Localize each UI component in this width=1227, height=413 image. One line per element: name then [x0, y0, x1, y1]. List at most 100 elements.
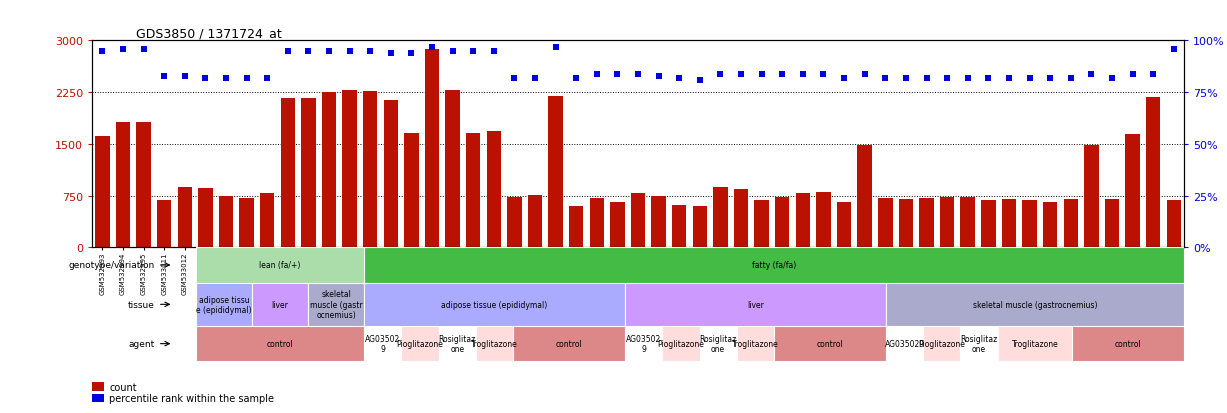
Bar	[384, 100, 398, 248]
Text: Pioglitazone: Pioglitazone	[396, 339, 443, 348]
Point	[113, 46, 133, 53]
Text: skeletal muscle (gastrocnemius): skeletal muscle (gastrocnemius)	[973, 300, 1097, 309]
Point	[525, 75, 545, 82]
Bar	[919, 199, 934, 248]
Point	[834, 75, 854, 82]
Point	[855, 71, 875, 78]
FancyBboxPatch shape	[699, 326, 736, 361]
Point	[710, 71, 730, 78]
FancyBboxPatch shape	[308, 283, 364, 326]
Text: control: control	[266, 339, 293, 348]
Text: percentile rank within the sample: percentile rank within the sample	[109, 393, 274, 403]
Bar	[301, 99, 315, 248]
Bar	[1167, 201, 1180, 248]
Text: AG035029: AG035029	[885, 339, 925, 348]
Point	[978, 75, 998, 82]
Bar	[879, 199, 892, 248]
Text: genotype/variation: genotype/variation	[69, 261, 155, 270]
Text: Rosiglitaz
one: Rosiglitaz one	[438, 334, 476, 354]
Bar	[940, 197, 955, 248]
Text: Rosiglitaz
one: Rosiglitaz one	[961, 334, 998, 354]
Point	[649, 73, 669, 80]
Point	[464, 48, 483, 55]
Text: count: count	[109, 382, 137, 392]
Bar	[982, 200, 995, 248]
Bar	[92, 394, 104, 402]
Bar	[755, 201, 769, 248]
Bar	[672, 205, 686, 248]
Point	[896, 75, 915, 82]
Bar	[1146, 98, 1161, 248]
Bar	[425, 50, 439, 248]
Point	[1020, 75, 1039, 82]
Text: fatty (fa/fa): fatty (fa/fa)	[752, 261, 796, 270]
Point	[298, 48, 318, 55]
Text: Pioglitazone: Pioglitazone	[918, 339, 966, 348]
Text: Pioglitazone: Pioglitazone	[658, 339, 704, 348]
Bar	[92, 382, 104, 391]
FancyBboxPatch shape	[196, 326, 364, 361]
Point	[279, 48, 298, 55]
Bar	[281, 99, 294, 248]
Bar	[260, 193, 275, 248]
Text: liver: liver	[271, 300, 288, 309]
Bar	[445, 91, 460, 248]
Text: tissue: tissue	[128, 300, 155, 309]
Text: liver: liver	[747, 300, 764, 309]
Point	[793, 71, 812, 78]
Text: Rosiglitaz
one: Rosiglitaz one	[699, 334, 736, 354]
Text: skeletal
muscle (gastr
ocnemius): skeletal muscle (gastr ocnemius)	[309, 290, 362, 319]
Bar	[569, 206, 583, 248]
Point	[443, 48, 463, 55]
FancyBboxPatch shape	[401, 326, 438, 361]
Bar	[528, 195, 542, 248]
Point	[1061, 75, 1081, 82]
FancyBboxPatch shape	[196, 283, 253, 326]
Point	[1164, 46, 1184, 53]
Text: agent: agent	[129, 339, 155, 348]
Point	[195, 75, 215, 82]
Bar	[898, 199, 913, 248]
Bar	[1064, 199, 1079, 248]
Point	[319, 48, 339, 55]
Bar	[692, 206, 707, 248]
Bar	[115, 123, 130, 248]
Text: control: control	[817, 339, 843, 348]
Point	[546, 44, 566, 51]
Text: AG03502
9: AG03502 9	[626, 334, 661, 354]
Bar	[1125, 134, 1140, 248]
Bar	[157, 201, 172, 248]
Bar	[136, 123, 151, 248]
Bar	[178, 187, 191, 248]
Point	[567, 75, 587, 82]
FancyBboxPatch shape	[476, 326, 513, 361]
FancyBboxPatch shape	[961, 326, 998, 361]
Bar	[837, 202, 852, 248]
FancyBboxPatch shape	[923, 326, 961, 361]
Bar	[548, 96, 563, 248]
Bar	[590, 198, 604, 248]
Bar	[775, 197, 789, 248]
Bar	[734, 190, 748, 248]
Bar	[610, 202, 625, 248]
Point	[380, 50, 400, 57]
FancyBboxPatch shape	[663, 326, 699, 361]
Bar	[652, 196, 666, 248]
Bar	[858, 145, 872, 248]
Point	[258, 75, 277, 82]
Text: GDS3850 / 1371724_at: GDS3850 / 1371724_at	[136, 27, 281, 40]
Point	[999, 75, 1018, 82]
FancyBboxPatch shape	[886, 283, 1184, 326]
Point	[1123, 71, 1142, 78]
Point	[216, 75, 236, 82]
Bar	[961, 197, 975, 248]
FancyBboxPatch shape	[625, 283, 886, 326]
Point	[92, 48, 112, 55]
Point	[504, 75, 524, 82]
Bar	[342, 91, 357, 248]
Point	[483, 48, 503, 55]
Point	[155, 73, 174, 80]
Text: AG03502
9: AG03502 9	[366, 334, 400, 354]
Bar	[713, 187, 728, 248]
Text: adipose tissue (epididymal): adipose tissue (epididymal)	[442, 300, 547, 309]
